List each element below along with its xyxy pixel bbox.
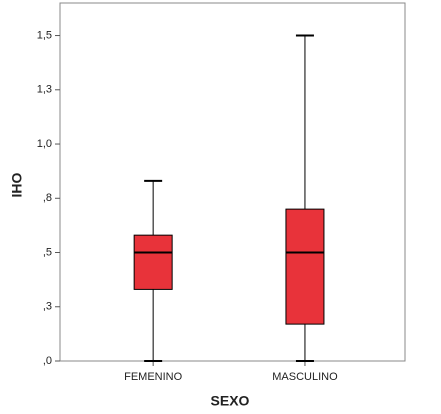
- y-axis-title: IHO: [9, 172, 25, 197]
- y-tick-label: 1,5: [37, 29, 52, 41]
- y-tick-label: 1,3: [37, 84, 52, 96]
- plot-frame: [59, 2, 406, 362]
- x-tick-label: MASCULINO: [272, 371, 338, 383]
- box: [285, 208, 325, 325]
- y-tick-label: ,5: [43, 246, 52, 258]
- x-tick-label: FEMENINO: [124, 371, 183, 383]
- x-axis-title: SEXO: [211, 393, 250, 409]
- y-tick-label: ,8: [43, 192, 52, 204]
- y-tick-label: 1,0: [37, 138, 52, 150]
- y-tick-label: ,3: [43, 301, 52, 313]
- box: [133, 234, 173, 290]
- y-tick-label: ,0: [43, 355, 52, 367]
